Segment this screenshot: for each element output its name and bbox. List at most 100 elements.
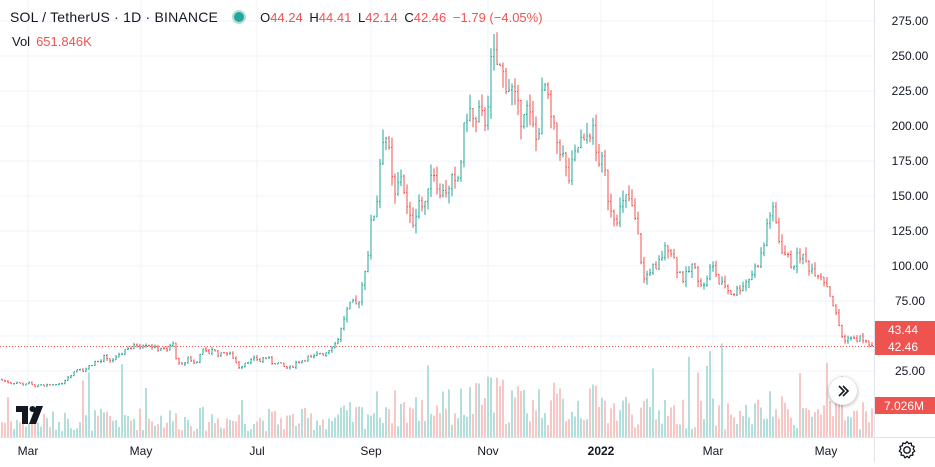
- volume-bar: [709, 351, 711, 437]
- volume-bar: [115, 420, 117, 437]
- gear-icon[interactable]: [896, 439, 918, 461]
- volume-bar: [403, 402, 405, 437]
- volume-bar: [817, 409, 819, 437]
- volume-bar: [295, 426, 297, 437]
- volume-bar: [259, 418, 261, 437]
- volume-bar: [754, 403, 756, 437]
- volume-bar: [856, 411, 858, 437]
- volume-bar: [751, 424, 753, 437]
- volume-bar: [562, 399, 564, 437]
- volume-bar: [826, 363, 828, 437]
- volume-bar: [367, 414, 369, 437]
- y-tick-label: 125.00: [892, 224, 929, 238]
- volume-bar: [673, 405, 675, 437]
- volume-bar: [604, 401, 606, 437]
- volume-bar: [535, 410, 537, 437]
- volume-bar: [316, 421, 318, 437]
- volume-bar: [757, 400, 759, 437]
- volume-bar: [613, 403, 615, 437]
- volume-bar: [448, 389, 450, 437]
- volume-label[interactable]: Vol: [12, 34, 30, 49]
- x-tick-label: Nov: [477, 444, 498, 458]
- volume-bar: [775, 409, 777, 437]
- volume-bar: [7, 397, 9, 437]
- volume-bar: [94, 410, 96, 437]
- volume-bar: [241, 400, 243, 437]
- market-status-icon[interactable]: [232, 10, 246, 24]
- volume-bar: [214, 423, 216, 437]
- volume-bar: [382, 423, 384, 437]
- volume-bar: [592, 385, 594, 437]
- volume-bar: [721, 344, 723, 437]
- volume-bar: [835, 404, 837, 437]
- volume-bar: [607, 423, 609, 437]
- x-tick-label: 2022: [588, 444, 615, 458]
- volume-bar: [733, 417, 735, 437]
- high-label: H: [309, 10, 318, 25]
- volume-bar: [322, 419, 324, 437]
- volume-bar: [256, 421, 258, 437]
- volume-bar: [340, 408, 342, 437]
- volume-bar: [499, 386, 501, 437]
- tradingview-logo-icon[interactable]: [14, 402, 44, 428]
- volume-bar: [790, 418, 792, 437]
- volume-bar: [97, 416, 99, 437]
- volume-bar: [517, 386, 519, 437]
- volume-bar: [58, 422, 60, 437]
- volume-bar: [772, 417, 774, 437]
- volume-bar: [235, 421, 237, 437]
- volume-bar: [538, 389, 540, 437]
- volume-bar: [487, 377, 489, 437]
- volume-bar: [700, 401, 702, 437]
- y-tick-label: 75.00: [895, 294, 925, 308]
- y-tick-label: 275.00: [892, 14, 929, 28]
- volume-bar: [685, 428, 687, 437]
- volume-bar: [727, 403, 729, 437]
- volume-bar: [667, 416, 669, 437]
- symbol-title[interactable]: SOL / TetherUS · 1D · BINANCE: [10, 9, 218, 25]
- volume-bar: [634, 427, 636, 437]
- volume-bar: [91, 431, 93, 437]
- volume-bar: [238, 415, 240, 437]
- volume-bar: [478, 383, 480, 437]
- scroll-to-realtime-button[interactable]: [829, 377, 857, 405]
- volume-bar: [778, 419, 780, 437]
- volume-bar: [163, 428, 165, 437]
- volume-bar: [574, 417, 576, 437]
- volume-bar: [655, 419, 657, 437]
- ohlc-values: O44.24 H44.41 L42.14 C42.46 −1.79 (−4.05…: [260, 10, 545, 25]
- volume-bar: [271, 412, 273, 437]
- volume-bar: [151, 421, 153, 437]
- volume-bar: [301, 409, 303, 437]
- price-label: 43.44: [888, 323, 918, 337]
- volume-bar: [397, 426, 399, 437]
- volume-bar: [388, 409, 390, 437]
- y-tick-label: 100.00: [892, 259, 929, 273]
- volume-bar: [472, 414, 474, 437]
- volume-bar: [160, 416, 162, 437]
- x-tick-label: Mar: [18, 444, 39, 458]
- volume-bar: [370, 416, 372, 437]
- volume-bar: [280, 418, 282, 437]
- volume-bar: [457, 418, 459, 437]
- volume-bar: [286, 416, 288, 437]
- volume-bar: [463, 415, 465, 437]
- volume-bar: [427, 366, 429, 437]
- volume-bar: [793, 425, 795, 437]
- volume-bar: [100, 409, 102, 437]
- volume-bar: [742, 416, 744, 437]
- price-label: 42.46: [888, 340, 918, 354]
- volume-bar: [526, 413, 528, 437]
- open-label: O: [260, 10, 270, 25]
- price-axis[interactable]: 25.0050.0075.00100.00125.00150.00175.002…: [875, 0, 935, 462]
- volume-bar: [289, 415, 291, 437]
- volume-bar: [46, 418, 48, 437]
- volume-bar: [169, 410, 171, 437]
- volume-bar: [136, 430, 138, 437]
- volume-bar: [124, 415, 126, 437]
- volume-bar: [622, 401, 624, 437]
